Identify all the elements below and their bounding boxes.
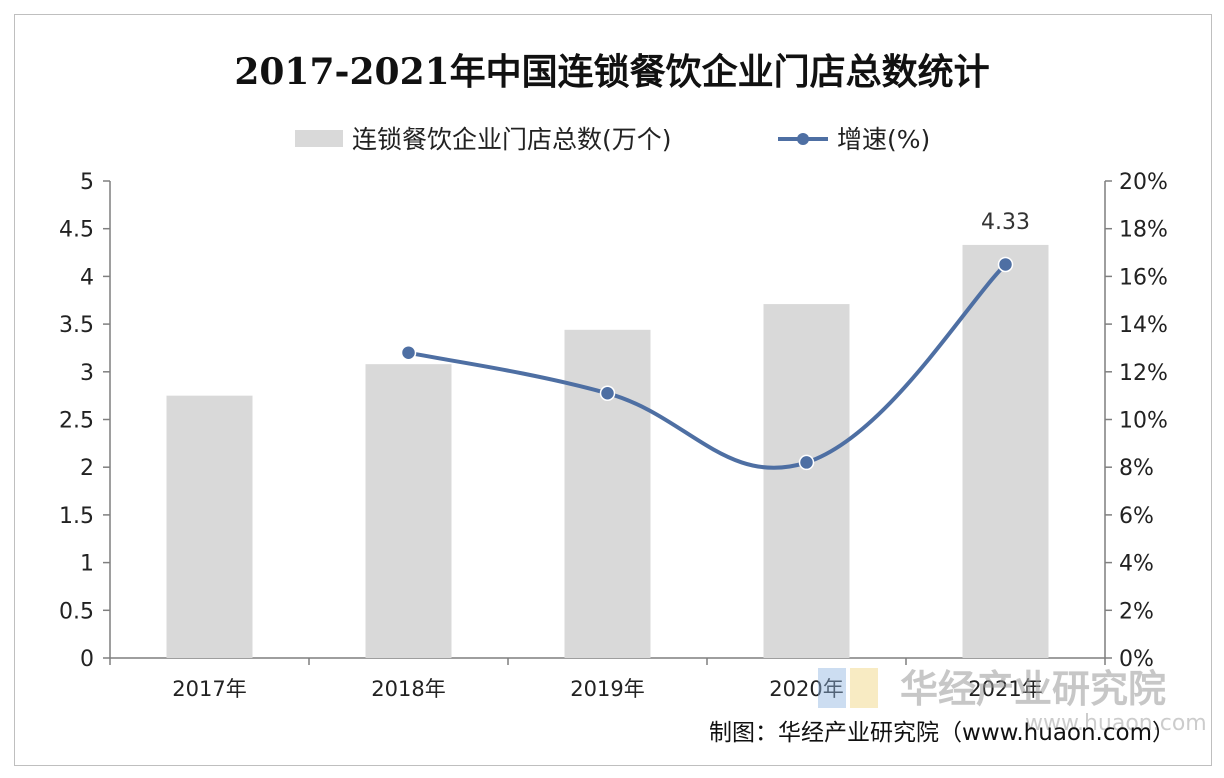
watermark-url: www.huaon.com [1025,711,1207,736]
y-right-tick-label: 14% [1119,313,1168,338]
y-left-tick-label: 0 [80,647,94,672]
bar [962,244,1049,658]
right-ticks: 0% 2% 4% 6% 8% 10% 12% 14% 16% 18% 20% [1105,170,1168,672]
x-tick-label: 2019年 [570,677,644,701]
y-left-tick-label: 3 [80,361,94,386]
x-tick-label: 2020年 [769,677,843,701]
growth-point [798,454,815,471]
y-left-tick-label: 0.5 [59,599,94,624]
y-left-tick-label: 2.5 [59,409,94,434]
growth-line [400,256,1014,471]
y-left-tick-label: 2 [80,456,94,481]
watermark-logo-left [818,668,846,708]
y-left-tick-label: 3.5 [59,313,94,338]
y-right-tick-label: 2% [1119,599,1154,624]
y-left-tick-label: 1 [80,552,94,577]
x-ticks: 2017年 2018年 2019年 2020年 2021年 [109,658,1106,701]
growth-point [599,385,616,402]
y-right-tick-label: 6% [1119,504,1154,529]
bar [166,395,253,658]
y-left-tick-label: 1.5 [59,504,94,529]
y-right-tick-label: 8% [1119,456,1154,481]
y-right-tick-label: 18% [1119,218,1168,243]
x-tick-label: 2021年 [968,677,1042,701]
bar-data-label: 4.33 [981,210,1030,235]
y-right-tick-label: 12% [1119,361,1168,386]
y-left-tick-label: 4.5 [59,218,94,243]
x-tick-label: 2018年 [371,677,445,701]
bars [166,244,1049,658]
source-note: 制图：华经产业研究院（www.huaon.com） [709,720,1175,746]
growth-line-path [406,262,1008,470]
growth-point [997,256,1014,273]
watermark: 华经产业研究院 www.huaon.com [818,667,1207,736]
y-right-tick-label: 16% [1119,265,1168,290]
bar [763,304,850,658]
y-right-tick-label: 0% [1119,647,1154,672]
legend-bar-swatch [295,130,343,147]
legend: 连锁餐饮企业门店总数(万个) 增速(%) [295,125,930,154]
x-tick-label: 2017年 [172,677,246,701]
bar [365,364,452,658]
left-ticks: 0 0.5 1 1.5 2 2.5 3 3.5 4 4.5 5 [59,170,110,672]
chart-title: 2017-2021年中国连锁餐饮企业门店总数统计 [234,51,989,93]
legend-bar-label: 连锁餐饮企业门店总数(万个) [352,125,672,154]
y-left-tick-label: 5 [80,170,94,195]
legend-line-marker [797,133,809,145]
watermark-logo-right [850,668,878,708]
data-labels: 4.33 [981,210,1030,235]
bar [564,329,651,658]
y-right-tick-label: 4% [1119,552,1154,577]
y-right-tick-label: 20% [1119,170,1168,195]
growth-point [400,344,417,361]
legend-line-label: 增速(%) [837,125,930,154]
y-right-tick-label: 10% [1119,409,1168,434]
watermark-text: 华经产业研究院 [900,667,1166,711]
y-left-tick-label: 4 [80,265,94,290]
